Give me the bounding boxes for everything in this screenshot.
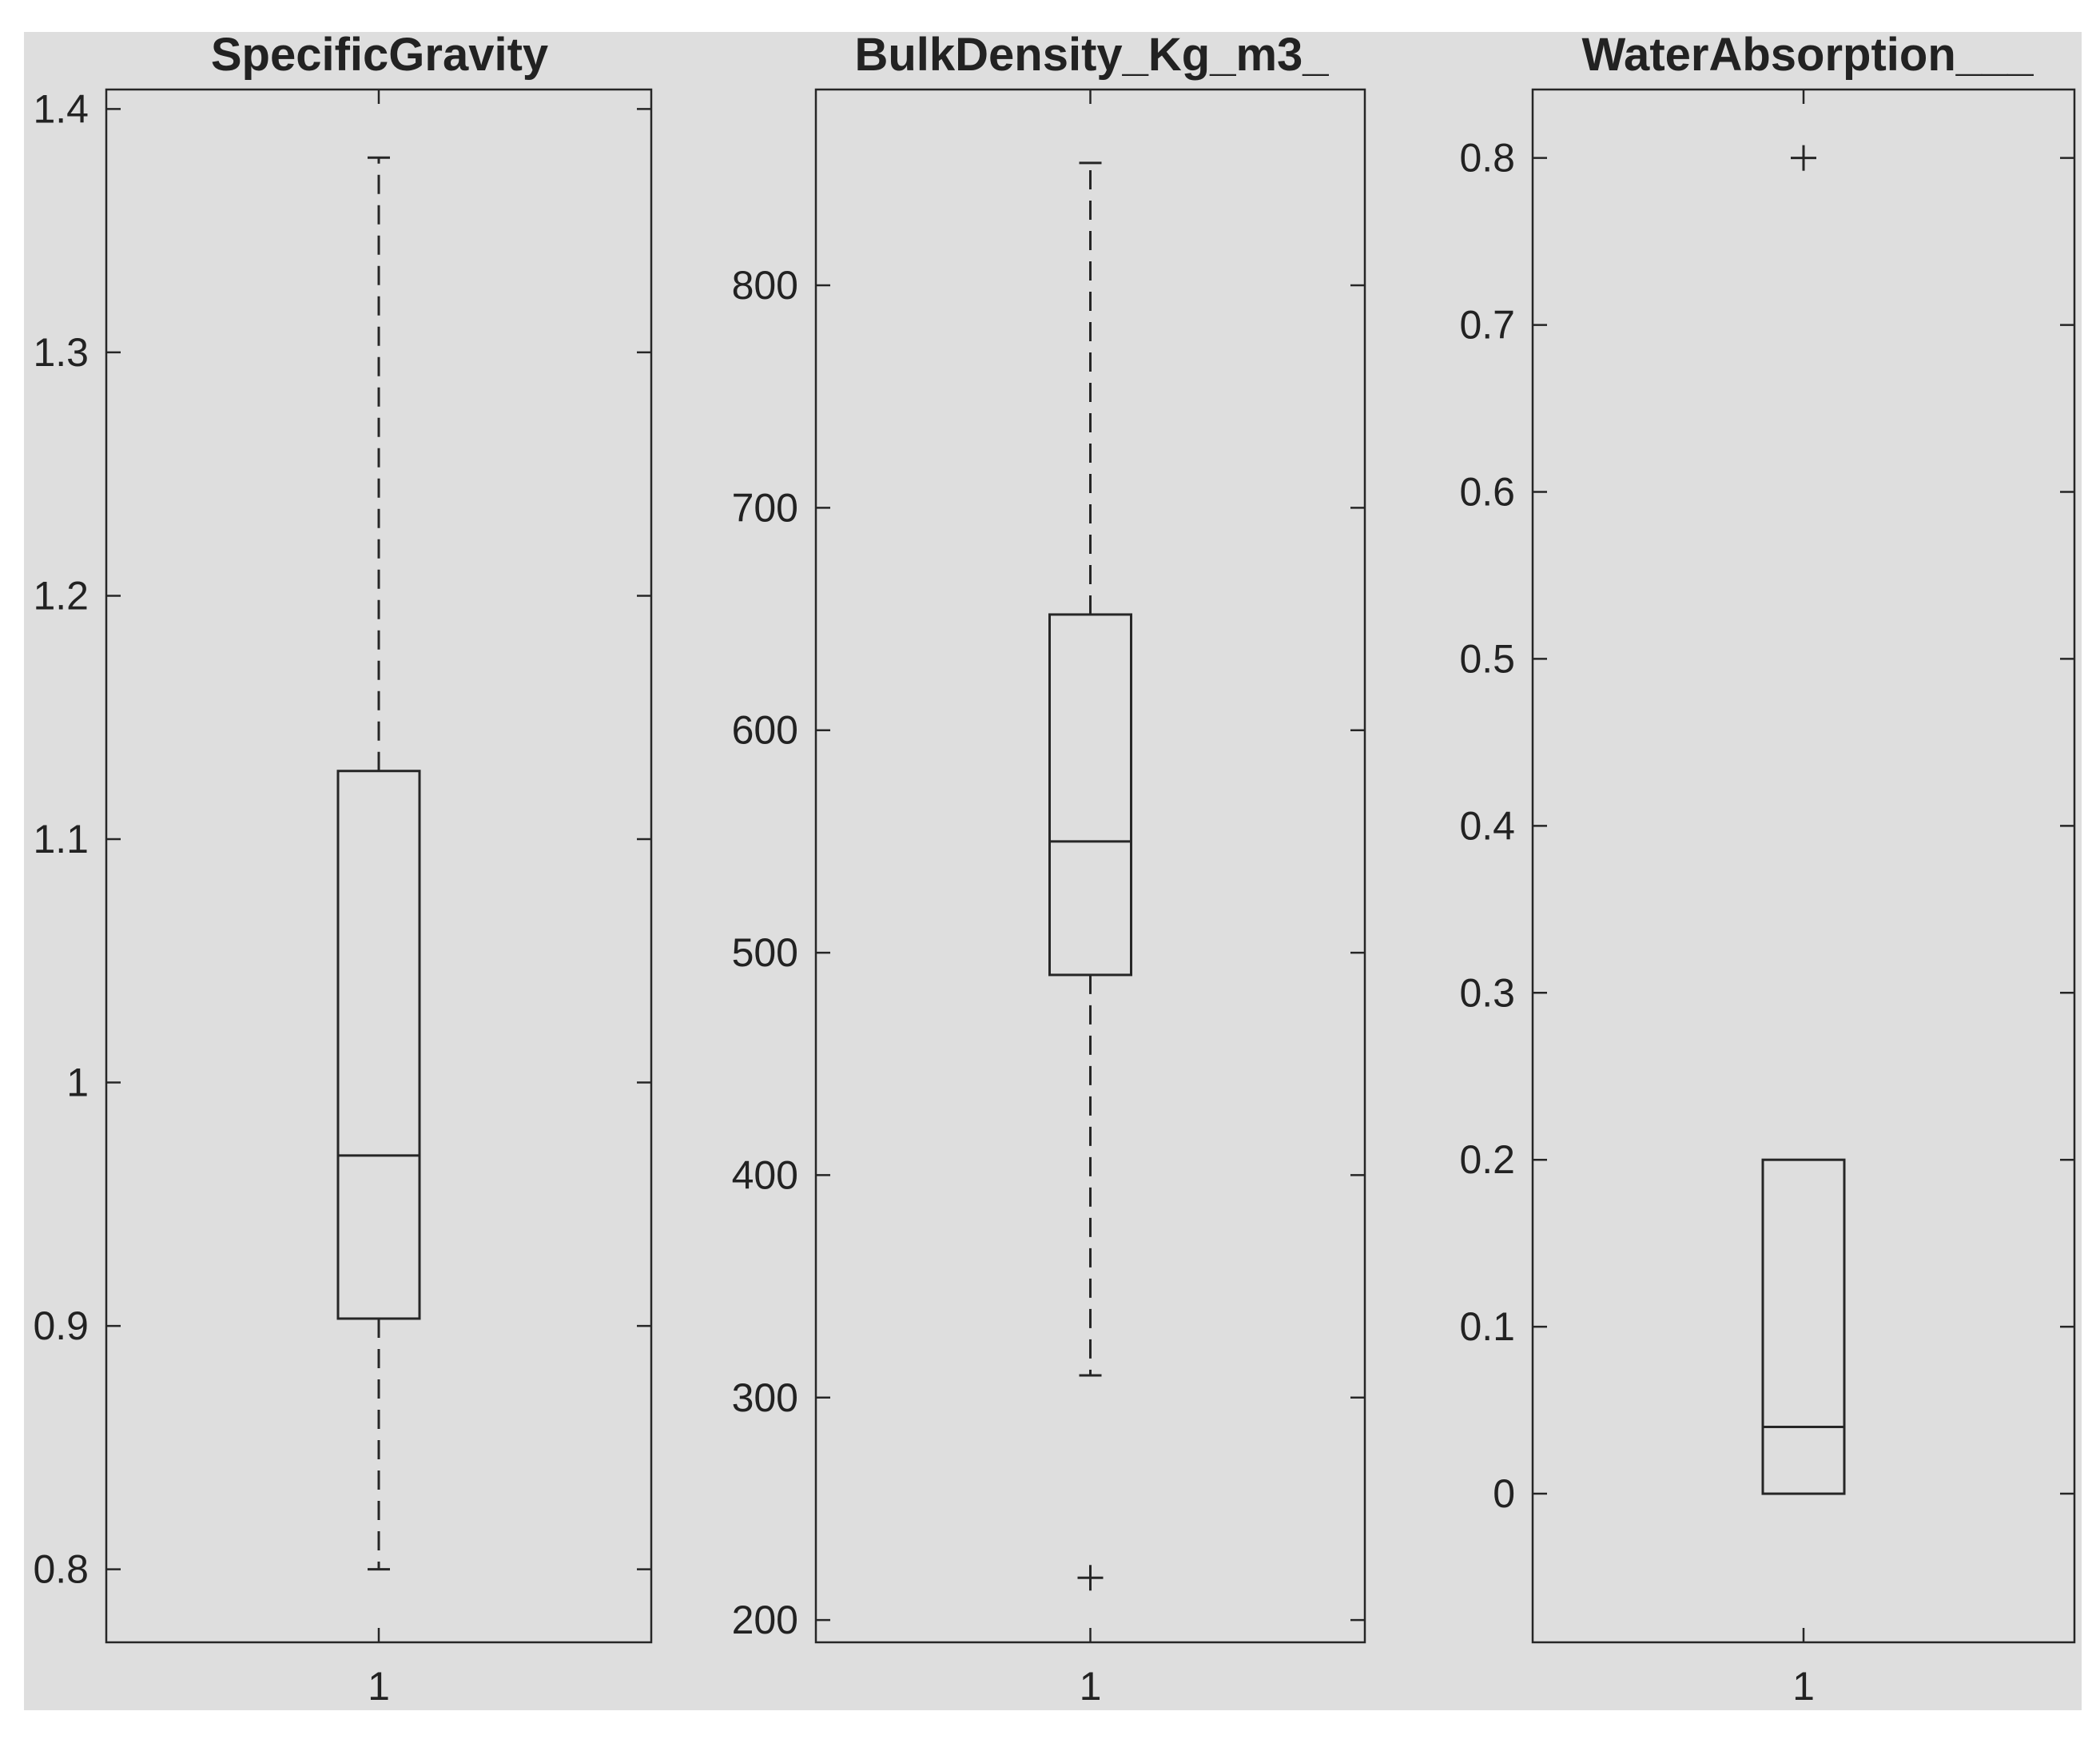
- y-tick-label: 1.3: [33, 330, 89, 375]
- subplot-water-absorption: WaterAbsorption___ 0 0.1 0.2 0.3 0.4 0.5 0.6 0.…: [1459, 29, 2076, 1709]
- x-tick-label: 1: [1080, 1664, 1102, 1709]
- y-tick-label: 0.1: [1459, 1304, 1515, 1349]
- subplot-title: WaterAbsorption___: [1581, 29, 2034, 81]
- y-tick-label: 600: [732, 708, 798, 753]
- outlier-marker: [1077, 1565, 1104, 1591]
- y-tick-label: 1.2: [33, 573, 89, 618]
- y-tick-label: 1.4: [33, 86, 89, 131]
- y-tick-label: 700: [732, 485, 798, 530]
- outlier-marker: [1791, 145, 1816, 171]
- x-tick-label: 1: [1792, 1664, 1815, 1709]
- iqr-box: [1048, 613, 1132, 977]
- subplot-title: BulkDensity_Kg_m3_: [854, 29, 1329, 81]
- y-tick-label: 400: [732, 1152, 798, 1197]
- y-tick-label: 0.3: [1459, 970, 1515, 1015]
- y-tick-label: 200: [732, 1598, 798, 1642]
- y-tick-label: 0.2: [1459, 1137, 1515, 1182]
- y-tick-label: 1: [66, 1061, 89, 1105]
- figure-background: [24, 32, 2082, 1710]
- y-tick-label: 0.7: [1459, 303, 1515, 348]
- y-tick-label: 0.6: [1459, 470, 1515, 515]
- y-tick-label: 800: [732, 263, 798, 308]
- y-tick-label: 0.8: [1459, 136, 1515, 181]
- y-tick-label: 300: [732, 1375, 798, 1420]
- y-tick-label: 0.8: [33, 1547, 89, 1592]
- y-tick-label: 0: [1493, 1471, 1515, 1516]
- subplot-specific-gravity: SpecificGravity 0.8 0.9 1 1.1 1.2 1.3 1.4 1: [33, 29, 653, 1709]
- y-tick-label: 0.4: [1459, 803, 1515, 848]
- iqr-box: [336, 770, 421, 1320]
- y-tick-label: 0.9: [33, 1303, 89, 1348]
- subplot-title: SpecificGravity: [211, 29, 548, 81]
- subplot-bulk-density: BulkDensity_Kg_m3_ 200 300 400 500 600 700 800…: [732, 29, 1366, 1709]
- iqr-box: [1761, 1158, 1846, 1495]
- y-tick-label: 1.1: [33, 817, 89, 862]
- y-tick-label: 500: [732, 930, 798, 975]
- y-tick-label: 0.5: [1459, 636, 1515, 681]
- x-tick-label: 1: [368, 1664, 390, 1709]
